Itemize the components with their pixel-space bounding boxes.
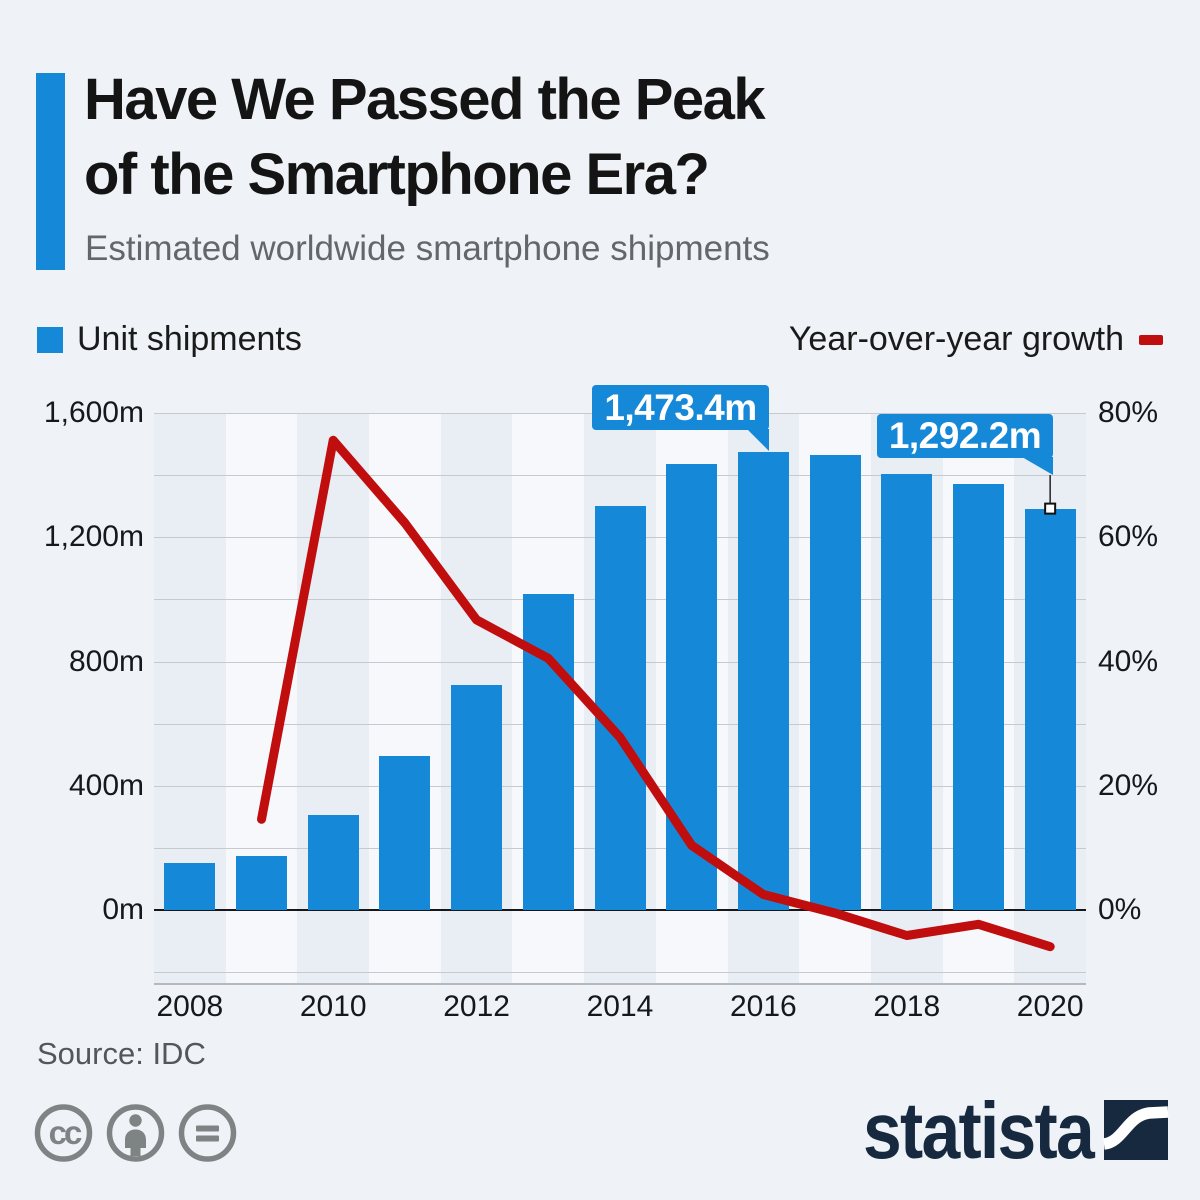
page-subtitle: Estimated worldwide smartphone shipments — [85, 229, 770, 268]
y-axis-label-right-40: 40% — [1098, 644, 1159, 678]
bar-2014 — [594, 505, 646, 910]
cc-nd-icon — [178, 1104, 237, 1162]
y-axis-label-left-0: 0m — [102, 893, 144, 926]
yoy-growth-label: Year-over-year growth — [788, 320, 1124, 358]
x-axis-label-2014: 2014 — [586, 990, 654, 1023]
page-title: Have We Passed the Peak of the Smartphon… — [84, 62, 766, 212]
title-line-2: of the Smartphone Era? — [84, 142, 710, 207]
y-axis-label-left-1600: 1,600m — [43, 396, 144, 429]
y-axis-label-left-1200: 1,200m — [43, 520, 144, 554]
bar-2012 — [451, 684, 503, 910]
x-axis-label-2012: 2012 — [443, 990, 510, 1023]
bar-2010 — [307, 815, 359, 910]
y-axis-label-right-60: 60% — [1098, 520, 1159, 554]
legend-item-unit-shipments: Unit shipments — [37, 320, 302, 359]
callout-2016-value: 1,473.4m — [604, 386, 757, 428]
bar-2019 — [952, 483, 1004, 910]
y-axis-label-left-800: 800m — [68, 644, 144, 678]
cc-by-icon — [106, 1104, 165, 1162]
callout-2020: 1,292.2m — [877, 414, 1053, 458]
x-axis-label-2008: 2008 — [156, 990, 224, 1023]
bar-2018 — [881, 473, 933, 910]
bar-2017 — [809, 454, 861, 910]
bar-2011 — [379, 756, 431, 910]
unit-shipments-swatch-icon — [37, 326, 63, 353]
title-accent-bar — [36, 73, 65, 270]
source-text: Source: IDC — [37, 1036, 206, 1071]
statista-logo-mark — [1102, 1100, 1169, 1160]
cc-icon: cc — [34, 1104, 93, 1162]
bar-2020 — [1024, 508, 1076, 910]
callout-2016: 1,473.4m — [592, 385, 769, 430]
x-axis-label-2010: 2010 — [299, 990, 367, 1023]
y-axis-label-left-400: 400m — [68, 768, 144, 802]
gridline--200 — [154, 972, 1086, 974]
title-line-1: Have We Passed the Peak — [84, 67, 766, 132]
svg-text:cc: cc — [49, 1114, 82, 1151]
callout-2020-value: 1,292.2m — [888, 415, 1042, 456]
x-axis-label-2020: 2020 — [1016, 990, 1084, 1023]
legend-item-yoy-growth: Year-over-year growth — [789, 320, 1163, 359]
statista-wordmark: statista — [863, 1092, 1095, 1167]
y-axis-label-right-0: 0% — [1098, 893, 1142, 926]
y-axis-label-right-20: 20% — [1098, 768, 1159, 802]
y-axis-label-right-80: 80% — [1098, 396, 1159, 429]
bar-2016 — [737, 452, 789, 910]
x-axis-label-2018: 2018 — [873, 990, 941, 1023]
cc-license-badges: cc — [34, 1104, 237, 1162]
unit-shipments-label: Unit shipments — [77, 320, 302, 358]
plot-area — [154, 413, 1086, 985]
bar-2008 — [164, 862, 216, 910]
bar-2013 — [522, 593, 574, 910]
gridline-1400 — [154, 475, 1086, 477]
bar-2015 — [666, 463, 718, 910]
statista-logo: statista — [863, 1092, 1169, 1167]
yoy-growth-swatch-icon — [1139, 334, 1163, 345]
x-axis-label-2016: 2016 — [730, 990, 797, 1023]
bar-2009 — [236, 856, 288, 910]
